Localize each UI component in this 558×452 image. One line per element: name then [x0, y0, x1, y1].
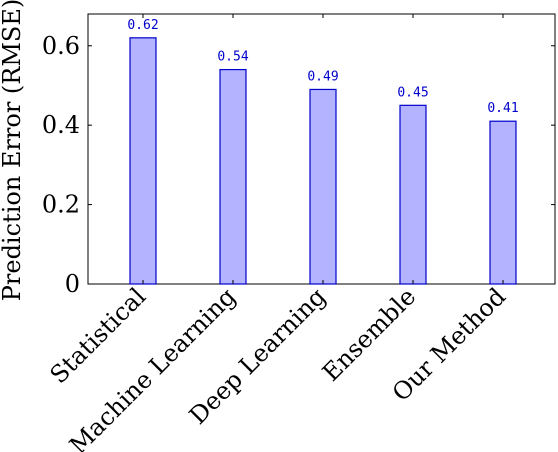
- bar-value-label: 0.49: [307, 69, 338, 84]
- bar-value-label: 0.41: [487, 101, 518, 116]
- bar-machine-learning: [219, 68, 247, 285]
- x-tick-label: Machine Learning: [64, 282, 241, 452]
- y-tick-label: 0.4: [42, 111, 80, 139]
- y-tick-label: 0.2: [42, 191, 80, 219]
- bar-statistical: [129, 37, 157, 285]
- bar-deep-learning: [309, 88, 337, 285]
- bar-value-label: 0.45: [397, 85, 428, 100]
- bar-ensemble: [399, 104, 427, 285]
- y-tick-label: 0: [65, 270, 80, 298]
- bar-value-label: 0.54: [217, 50, 248, 65]
- bar-our-method: [489, 120, 517, 285]
- data-labels: 0.62 0.54 0.49 0.45 0.41: [127, 18, 518, 116]
- y-axis-ticks: 0 0.2 0.4 0.6: [42, 32, 555, 298]
- y-tick-label: 0.6: [42, 32, 80, 60]
- y-axis-title: Prediction Error (RMSE): [0, 0, 26, 301]
- bar-value-label: 0.62: [127, 18, 158, 33]
- bars: [129, 37, 517, 285]
